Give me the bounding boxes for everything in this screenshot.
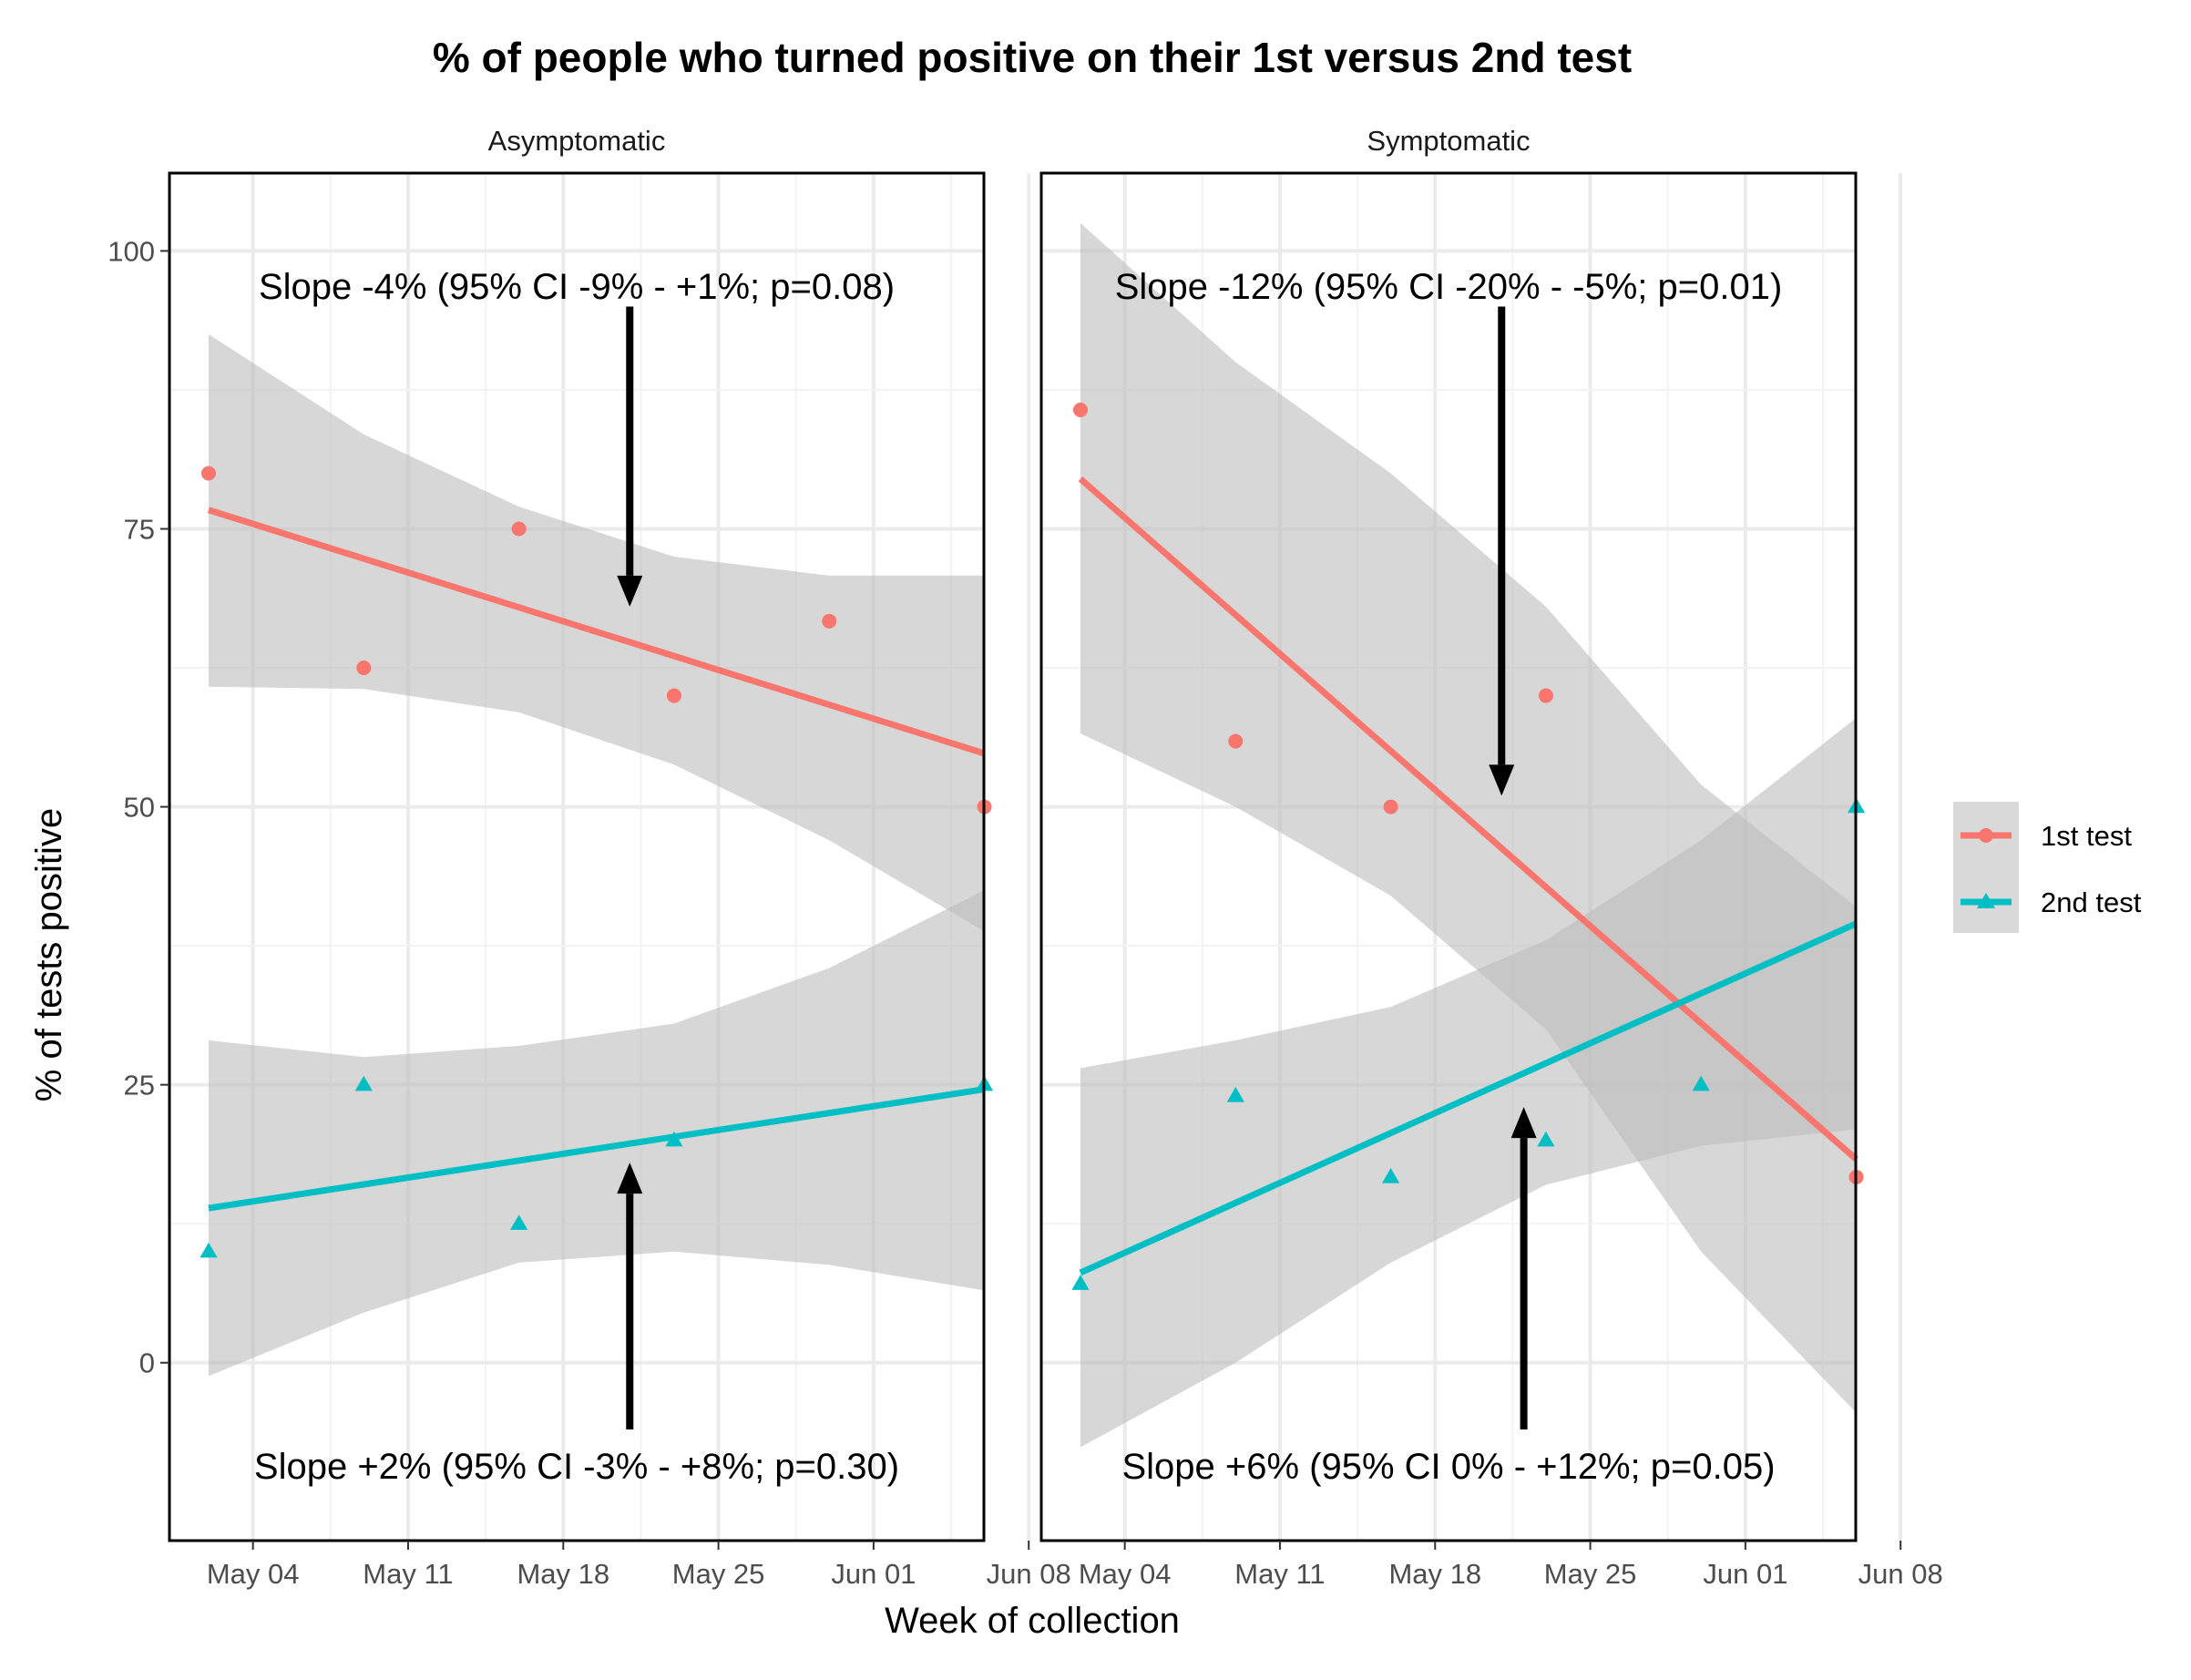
ci-band-2nd-test [1080, 718, 1857, 1448]
x-tick-label: Jun 01 [831, 1558, 916, 1590]
arrow-head [1510, 1107, 1537, 1139]
strip-label: Symptomatic [1367, 125, 1530, 157]
x-tick-label: May 11 [1234, 1558, 1325, 1590]
legend-label: 1st test [2041, 820, 2132, 852]
x-tick-label: May 11 [363, 1558, 453, 1590]
data-point-2nd-test [1071, 1275, 1090, 1290]
y-tick-label: 100 [108, 235, 155, 267]
data-point-2nd-test [665, 1131, 683, 1147]
panel-asymptomatic: Slope -4% (95% CI -9% - +1%; p=0.08) Slop… [108, 125, 1070, 1590]
panel-border [1039, 171, 1858, 1542]
data-point-1st-test [1073, 402, 1088, 417]
panels: Slope -4% (95% CI -9% - +1%; p=0.08) Slop… [108, 125, 1942, 1590]
data-point-1st-test [1228, 733, 1244, 749]
x-tick-label: Jun 01 [1703, 1558, 1787, 1590]
strip-label: Asymptomatic [488, 125, 666, 157]
data-point-1st-test [666, 688, 681, 703]
data-point-2nd-test [1537, 1131, 1555, 1147]
x-tick-label: May 18 [517, 1558, 609, 1590]
data-point-1st-test [356, 661, 372, 676]
x-tick-label: May 25 [672, 1558, 765, 1590]
y-axis-title: % of tests positive [29, 808, 69, 1101]
ci-band-2nd-test [209, 890, 985, 1377]
panel-border [168, 171, 986, 1542]
annotation-top: Slope -12% (95% CI -20% - -5%; p=0.01) [1115, 267, 1783, 307]
data-point-2nd-test [354, 1075, 373, 1091]
legend: 1st test 2nd test [1953, 802, 2142, 933]
data-point-2nd-test [1382, 1168, 1400, 1183]
data-point-2nd-test [200, 1242, 218, 1258]
x-tick-label: May 04 [207, 1558, 300, 1590]
x-tick-label: May 18 [1388, 1558, 1481, 1590]
x-tick-label: Jun 08 [1858, 1558, 1943, 1590]
data-point-2nd-test [1226, 1086, 1244, 1102]
y-tick-label: 50 [124, 792, 155, 824]
fit-line-2nd-test [208, 1086, 986, 1212]
fit-line-1st-test [1078, 476, 1858, 1163]
fit-line-2nd-test [1079, 920, 1858, 1276]
annotation-top: Slope -4% (95% CI -9% - +1%; p=0.08) [259, 267, 895, 307]
data-point-1st-test [511, 521, 527, 537]
x-tick-label: May 25 [1544, 1558, 1637, 1590]
y-tick-label: 0 [139, 1347, 155, 1379]
y-tick-label: 25 [124, 1070, 155, 1101]
chart-title: % of people who turned positive on their… [433, 34, 1632, 81]
x-tick-label: May 04 [1079, 1558, 1172, 1590]
data-point-2nd-test [510, 1214, 528, 1230]
arrow-head [617, 575, 643, 607]
data-point-1st-test [1538, 688, 1553, 703]
y-tick-label: 75 [124, 514, 155, 546]
fit-line-1st-test [207, 507, 986, 757]
data-point-1st-test [1383, 799, 1398, 814]
legend-label: 2nd test [2041, 886, 2142, 918]
annotation-bottom: Slope +2% (95% CI -3% - +8%; p=0.30) [254, 1447, 899, 1487]
annotation-bottom: Slope +6% (95% CI 0% - +12%; p=0.05) [1121, 1447, 1775, 1487]
panel-symptomatic: Slope -12% (95% CI -20% - -5%; p=0.01) Sl… [1039, 125, 1943, 1590]
arrow-head [617, 1163, 643, 1194]
legend-key-marker-circle [1979, 828, 1993, 843]
legend-key-background [1953, 802, 2019, 933]
x-tick-label: Jun 08 [987, 1558, 1071, 1590]
legend-key-marker-triangle [1977, 893, 1995, 908]
arrow-head [1489, 764, 1515, 796]
data-point-1st-test [201, 466, 216, 481]
data-point-1st-test [822, 613, 837, 629]
data-point-2nd-test [1692, 1075, 1710, 1091]
x-axis-title: Week of collection [885, 1601, 1180, 1641]
